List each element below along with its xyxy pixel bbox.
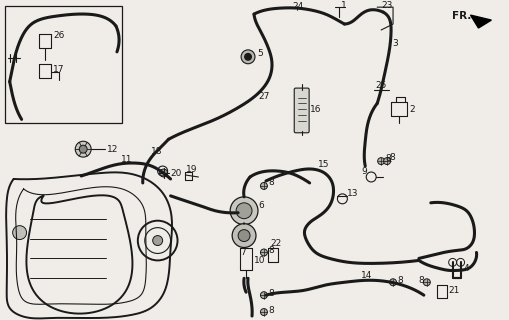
Circle shape — [244, 53, 251, 61]
Circle shape — [152, 236, 162, 245]
Circle shape — [236, 203, 251, 219]
Text: 22: 22 — [269, 239, 280, 248]
Text: 13: 13 — [347, 189, 358, 198]
Text: FR.: FR. — [451, 11, 470, 21]
Circle shape — [260, 292, 267, 299]
Circle shape — [389, 279, 395, 286]
Text: 7: 7 — [240, 248, 245, 257]
Text: 17: 17 — [53, 65, 65, 74]
Circle shape — [159, 169, 167, 177]
Text: 9: 9 — [360, 166, 366, 176]
Text: 23: 23 — [380, 1, 392, 10]
Text: 8: 8 — [388, 153, 394, 162]
Circle shape — [230, 197, 258, 225]
Text: 8: 8 — [267, 179, 273, 188]
Text: 24: 24 — [292, 2, 303, 11]
Text: 1: 1 — [341, 1, 347, 10]
Text: 10: 10 — [253, 256, 265, 265]
Bar — [5, 6, 122, 123]
Text: 8: 8 — [267, 289, 273, 298]
Text: 19: 19 — [185, 164, 196, 173]
Text: 8: 8 — [396, 276, 402, 285]
Text: 6: 6 — [258, 201, 263, 210]
Circle shape — [422, 279, 430, 286]
Text: 8: 8 — [384, 154, 390, 163]
FancyBboxPatch shape — [294, 88, 308, 133]
Text: 14: 14 — [360, 271, 372, 280]
Circle shape — [13, 226, 26, 240]
Text: 21: 21 — [448, 286, 459, 295]
Text: 20: 20 — [170, 169, 182, 178]
Text: 12: 12 — [107, 145, 118, 154]
Circle shape — [238, 230, 249, 242]
Circle shape — [232, 224, 256, 247]
Text: 8: 8 — [267, 246, 273, 255]
Text: 2: 2 — [408, 105, 414, 114]
Text: 3: 3 — [391, 39, 397, 48]
Text: 8: 8 — [418, 276, 424, 285]
Circle shape — [79, 145, 87, 153]
Text: 15: 15 — [317, 160, 328, 169]
Text: 5: 5 — [257, 49, 262, 58]
Text: 16: 16 — [309, 105, 321, 114]
Circle shape — [75, 141, 91, 157]
Polygon shape — [470, 15, 490, 28]
Circle shape — [260, 308, 267, 316]
Text: 4: 4 — [463, 264, 468, 273]
Text: 25: 25 — [375, 81, 386, 90]
Circle shape — [260, 182, 267, 189]
Text: 11: 11 — [121, 155, 132, 164]
Text: 26: 26 — [53, 31, 65, 40]
Text: 18: 18 — [151, 147, 162, 156]
Text: 8: 8 — [267, 306, 273, 315]
Circle shape — [377, 158, 384, 164]
Text: 27: 27 — [258, 92, 269, 101]
Ellipse shape — [241, 50, 254, 64]
Circle shape — [260, 249, 267, 256]
Circle shape — [383, 158, 390, 164]
